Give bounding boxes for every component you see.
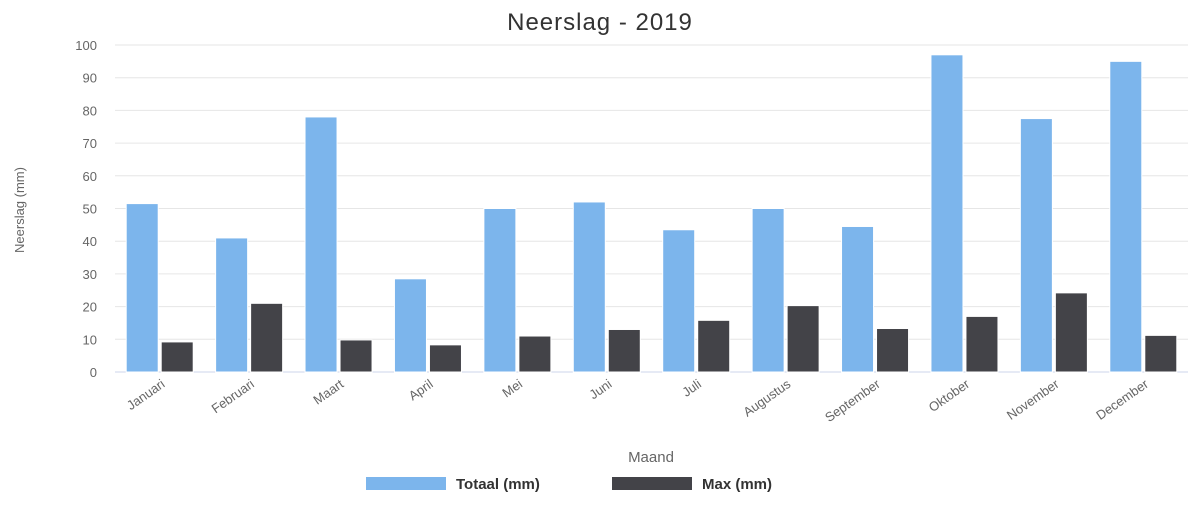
y-tick-label: 100 (75, 38, 97, 53)
y-tick-label: 50 (83, 202, 97, 217)
bar-totaal (1109, 60, 1143, 373)
bar-totaal (215, 237, 249, 373)
gridlines (115, 44, 1188, 373)
legend: Totaal (mm) Max (mm) (366, 476, 772, 493)
bar-totaal (1019, 118, 1053, 373)
legend-label: Max (mm) (702, 476, 772, 493)
x-tick-label: Maart (310, 376, 346, 408)
bar-max (518, 335, 552, 373)
x-tick-label: November (1004, 376, 1062, 423)
y-tick-label: 0 (90, 365, 97, 380)
bar-totaal (841, 225, 875, 373)
bar-totaal (572, 201, 606, 373)
bar-max (876, 328, 910, 373)
chart-title: Neerslag - 2019 (507, 9, 693, 36)
bar-max (607, 328, 641, 373)
bar-totaal (304, 116, 338, 373)
bar-max (160, 341, 194, 373)
y-axis-ticks: 0 10 20 30 40 50 60 70 80 90 100 (75, 38, 97, 380)
x-tick-label: Juli (679, 376, 704, 400)
bar-totaal (483, 208, 517, 373)
bar-max (1144, 334, 1178, 373)
legend-swatch (366, 477, 446, 490)
bars (125, 54, 1178, 373)
bar-max (250, 302, 284, 373)
bar-totaal (751, 208, 785, 373)
y-tick-label: 10 (83, 332, 97, 347)
legend-swatch (612, 477, 692, 490)
bar-totaal (930, 54, 964, 373)
bar-totaal (662, 229, 696, 373)
y-tick-label: 70 (83, 136, 97, 151)
bar-max (339, 339, 373, 373)
bar-max (1054, 292, 1088, 373)
x-tick-label: Februari (209, 376, 257, 416)
y-tick-label: 90 (83, 71, 97, 86)
y-axis-title: Neerslag (mm) (12, 167, 27, 253)
bar-totaal (393, 278, 427, 373)
x-tick-label: Augustus (740, 376, 793, 420)
x-tick-label: Januari (124, 376, 168, 413)
y-tick-label: 60 (83, 169, 97, 184)
bar-totaal (125, 203, 159, 373)
bar-max (786, 305, 820, 373)
x-axis-ticks: Januari Februari Maart April Mei Juni Juli Augu… (124, 376, 1152, 425)
y-tick-label: 80 (83, 103, 97, 118)
y-tick-label: 20 (83, 300, 97, 315)
x-tick-label: Juni (586, 376, 614, 402)
x-tick-label: April (406, 376, 436, 403)
x-tick-label: Mei (499, 376, 525, 400)
x-tick-label: September (822, 376, 883, 425)
y-tick-label: 30 (83, 267, 97, 282)
x-axis-title: Maand (628, 449, 674, 466)
legend-label: Totaal (mm) (456, 476, 540, 493)
x-tick-label: Oktober (926, 376, 973, 415)
bar-max (965, 315, 999, 373)
bar-max (697, 319, 731, 373)
y-tick-label: 40 (83, 234, 97, 249)
x-tick-label: December (1093, 376, 1151, 423)
bar-max (428, 344, 462, 373)
